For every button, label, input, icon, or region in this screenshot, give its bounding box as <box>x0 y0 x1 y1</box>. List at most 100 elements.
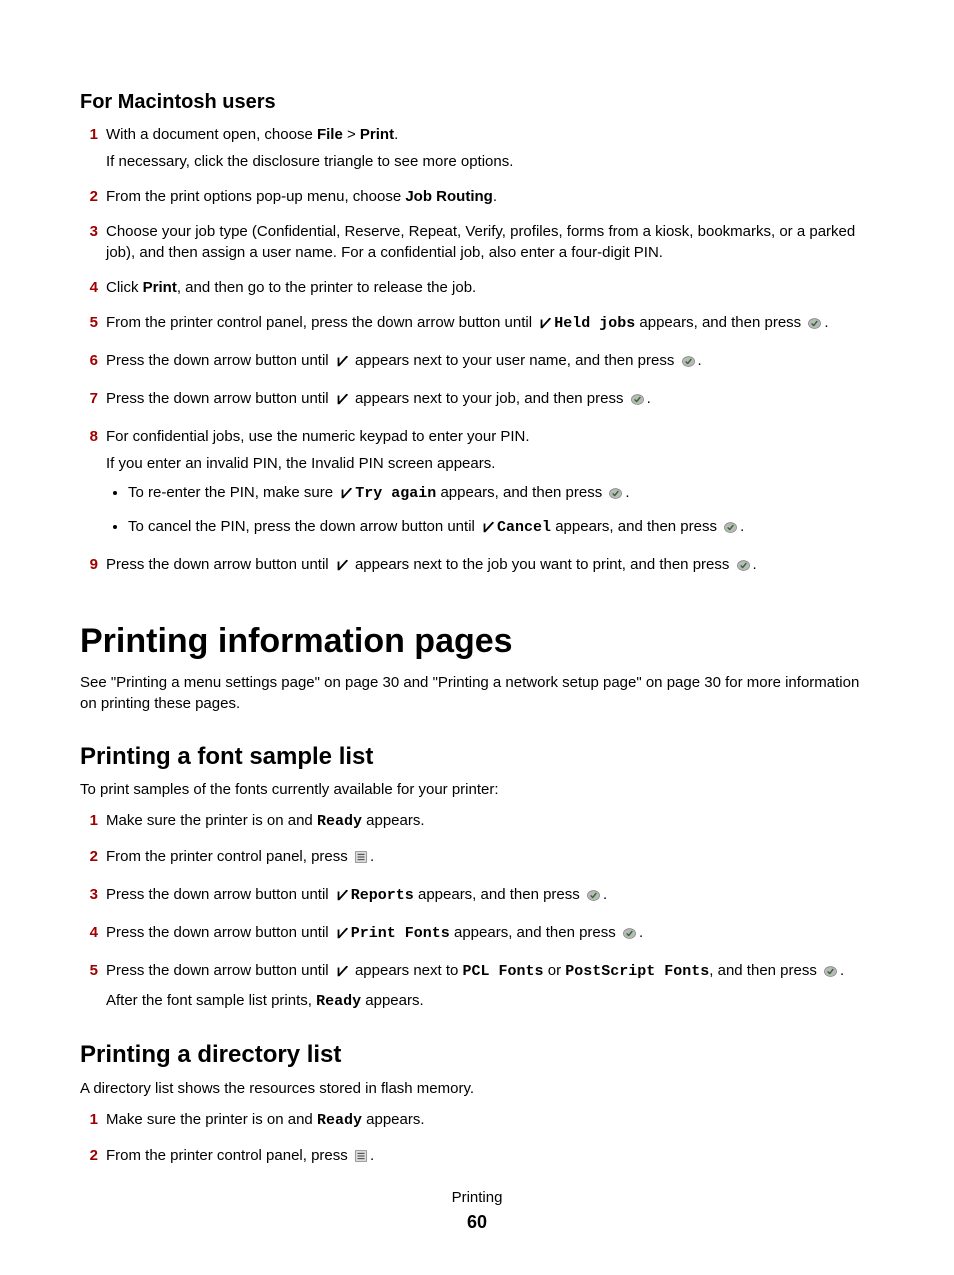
mac-steps: With a document open, choose File > Prin… <box>80 124 874 578</box>
mac-step-8: For confidential jobs, use the numeric k… <box>80 426 874 540</box>
text: . <box>840 962 844 979</box>
check-icon <box>335 887 349 908</box>
text: > <box>343 126 360 143</box>
text: Click <box>106 279 143 296</box>
dir-step-1: Make sure the printer is on and Ready ap… <box>80 1109 874 1131</box>
mac-step-5: From the printer control panel, press th… <box>80 312 874 336</box>
text: . <box>625 484 629 501</box>
text: appears next to the job you want to prin… <box>351 556 734 573</box>
text: . <box>740 518 744 535</box>
text: or <box>544 962 566 979</box>
text: appears next to your job, and then press <box>351 390 628 407</box>
mac-step-8-bullets: To re-enter the PIN, make sure Try again… <box>128 482 874 540</box>
heading-mac-users: For Macintosh users <box>80 88 874 116</box>
bullet-try-again: To re-enter the PIN, make sure Try again… <box>128 482 874 506</box>
font-step-4: Press the down arrow button until Print … <box>80 922 874 946</box>
label-print: Print <box>360 126 394 143</box>
check-icon <box>339 485 353 506</box>
text: . <box>394 126 398 143</box>
text: appears, and then press <box>414 886 584 903</box>
text: appears, and then press <box>450 924 620 941</box>
label-ready: Ready <box>317 813 362 830</box>
text: With a document open, choose <box>106 126 317 143</box>
font-steps: Make sure the printer is on and Ready ap… <box>80 810 874 1012</box>
label-held-jobs: Held jobs <box>554 315 635 332</box>
label-ps-fonts: PostScript Fonts <box>565 963 709 980</box>
text: Press the down arrow button until <box>106 390 333 407</box>
text: appears. <box>361 992 424 1009</box>
label-print-fonts: Print Fonts <box>351 925 450 942</box>
ok-button-icon <box>608 485 623 506</box>
text: From the printer control panel, press <box>106 848 352 865</box>
ok-button-icon <box>807 315 822 336</box>
label-print: Print <box>143 279 177 296</box>
text: Press the down arrow button until <box>106 924 333 941</box>
text: appears. <box>362 1111 425 1128</box>
text: From the print options pop-up menu, choo… <box>106 188 405 205</box>
page-footer: Printing 60 <box>80 1187 874 1235</box>
ok-button-icon <box>630 391 645 412</box>
text: Make sure the printer is on and <box>106 1111 317 1128</box>
text: After the font sample list prints, <box>106 992 316 1009</box>
label-job-routing: Job Routing <box>405 188 492 205</box>
footer-section-title: Printing <box>80 1187 874 1208</box>
ok-button-icon <box>736 557 751 578</box>
text: . <box>370 1147 374 1164</box>
label-try-again: Try again <box>355 485 436 502</box>
font-step-3: Press the down arrow button until Report… <box>80 884 874 908</box>
heading-info-pages: Printing information pages <box>80 618 874 666</box>
text: appears. <box>362 812 425 829</box>
font-intro: To print samples of the fonts currently … <box>80 779 874 800</box>
text: To re-enter the PIN, make sure <box>128 484 337 501</box>
check-icon <box>335 353 349 374</box>
footer-page-number: 60 <box>80 1210 874 1235</box>
text: For confidential jobs, use the numeric k… <box>106 426 874 447</box>
check-icon <box>335 925 349 946</box>
text: . <box>370 848 374 865</box>
mac-step-4: Click Print, and then go to the printer … <box>80 277 874 298</box>
text: . <box>603 886 607 903</box>
text: If you enter an invalid PIN, the Invalid… <box>106 453 874 474</box>
font-step-1: Make sure the printer is on and Ready ap… <box>80 810 874 832</box>
text: If necessary, click the disclosure trian… <box>106 151 874 172</box>
label-ready: Ready <box>317 1112 362 1129</box>
mac-step-1: With a document open, choose File > Prin… <box>80 124 874 172</box>
menu-button-icon <box>354 849 368 870</box>
text: . <box>647 390 651 407</box>
dir-step-2: From the printer control panel, press . <box>80 1145 874 1169</box>
bullet-cancel: To cancel the PIN, press the down arrow … <box>128 516 874 540</box>
check-icon <box>335 391 349 412</box>
text: appears next to your user name, and then… <box>351 352 679 369</box>
mac-step-9: Press the down arrow button until appear… <box>80 554 874 578</box>
mac-step-3: Choose your job type (Confidential, Rese… <box>80 221 874 263</box>
mac-step-6: Press the down arrow button until appear… <box>80 350 874 374</box>
check-icon <box>335 557 349 578</box>
dir-intro: A directory list shows the resources sto… <box>80 1078 874 1099</box>
text: From the printer control panel, press th… <box>106 314 536 331</box>
text: appears, and then press <box>635 314 805 331</box>
ok-button-icon <box>586 887 601 908</box>
check-icon <box>481 519 495 540</box>
text: Press the down arrow button until <box>106 556 333 573</box>
text: . <box>639 924 643 941</box>
ok-button-icon <box>723 519 738 540</box>
text: . <box>824 314 828 331</box>
text: From the printer control panel, press <box>106 1147 352 1164</box>
text: appears, and then press <box>551 518 721 535</box>
text: . <box>698 352 702 369</box>
text: Press the down arrow button until <box>106 962 333 979</box>
menu-button-icon <box>354 1148 368 1169</box>
dir-steps: Make sure the printer is on and Ready ap… <box>80 1109 874 1169</box>
text: appears next to <box>351 962 463 979</box>
label-reports: Reports <box>351 887 414 904</box>
label-ready: Ready <box>316 993 361 1010</box>
info-paragraph: See "Printing a menu settings page" on p… <box>80 672 874 714</box>
heading-dir-list: Printing a directory list <box>80 1038 874 1072</box>
mac-step-2: From the print options pop-up menu, choo… <box>80 186 874 207</box>
text: Press the down arrow button until <box>106 352 333 369</box>
text: Make sure the printer is on and <box>106 812 317 829</box>
page: For Macintosh users With a document open… <box>0 0 954 1275</box>
label-cancel: Cancel <box>497 519 551 536</box>
heading-font-list: Printing a font sample list <box>80 740 874 774</box>
mac-step-7: Press the down arrow button until appear… <box>80 388 874 412</box>
